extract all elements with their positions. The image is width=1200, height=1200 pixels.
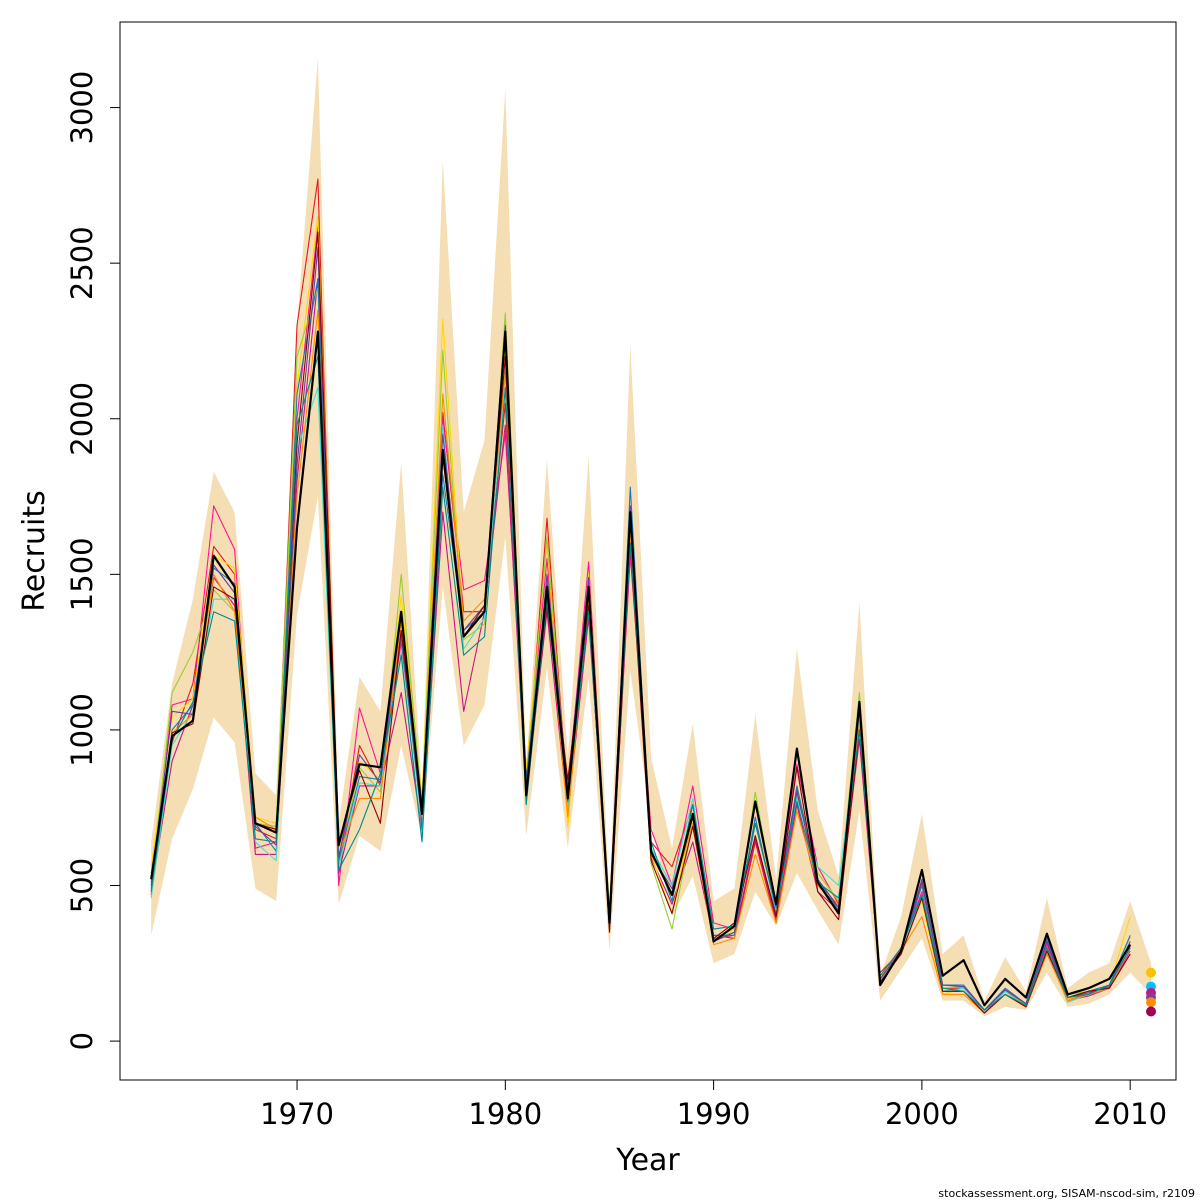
y-tick-label: 0 <box>65 1032 99 1050</box>
series-line-1 <box>150 330 1132 1007</box>
y-tick-label: 1500 <box>65 537 99 611</box>
series-layer <box>150 178 1132 1014</box>
y-tick-label: 3000 <box>65 71 99 145</box>
x-tick-label: 1990 <box>677 1097 751 1131</box>
y-tick-label: 2000 <box>65 382 99 456</box>
confidence-band <box>151 57 1151 1017</box>
y-axis-title: Recruits <box>17 490 52 612</box>
confidence-band-layer <box>151 57 1151 1017</box>
x-tick-label: 1970 <box>260 1097 334 1131</box>
endpoint-marker-5 <box>1146 997 1156 1008</box>
x-axis: 1970 1980 1990 2000 2010 <box>260 1079 1167 1131</box>
endpoint-marker-6 <box>1146 1006 1156 1017</box>
y-tick-label: 2500 <box>65 226 99 300</box>
x-tick-label: 2000 <box>885 1097 959 1131</box>
x-axis-title: Year <box>615 1143 680 1178</box>
y-tick-label: 1000 <box>65 693 99 767</box>
credit-text: stockassessment.org, SISAM-nscod-sim, r2… <box>938 1187 1195 1200</box>
x-tick-label: 1980 <box>468 1097 542 1131</box>
x-tick-label: 2010 <box>1093 1097 1167 1131</box>
endpoint-marker-1 <box>1146 967 1156 978</box>
endpoint-layer <box>1146 967 1156 1017</box>
y-axis: 0 500 1000 1500 2000 2500 3000 <box>65 71 121 1050</box>
y-tick-label: 500 <box>65 858 99 913</box>
